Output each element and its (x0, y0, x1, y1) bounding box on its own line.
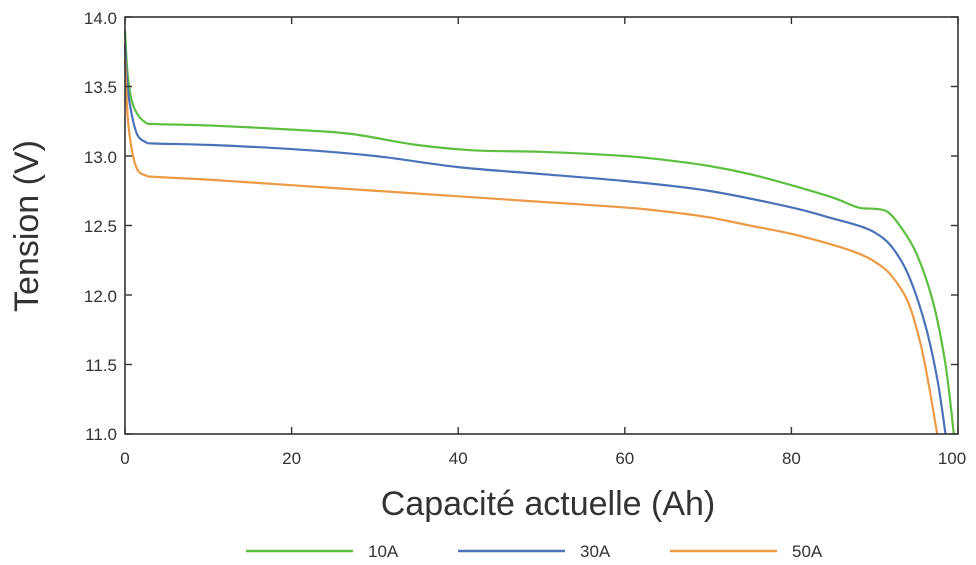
x-axis-ticks: 0 20 40 60 80 100 (120, 449, 966, 468)
x-tick-label: 20 (282, 449, 301, 468)
legend-label-10a: 10A (368, 542, 399, 561)
y-tick-label: 13.0 (84, 148, 117, 167)
x-axis-title: Capacité actuelle (Ah) (381, 485, 716, 523)
y-axis-ticks: 11.0 11.5 12.0 12.5 13.0 13.5 14.0 (84, 9, 117, 444)
y-tick-label: 11.5 (85, 356, 117, 375)
series-line-50a (123, 58, 939, 435)
y-tick-label: 11.0 (85, 425, 117, 444)
y-tick-label: 12.0 (84, 287, 117, 306)
x-tick-label: 0 (120, 449, 129, 468)
plot-frame (124, 16, 959, 435)
y-tick-label: 14.0 (84, 9, 117, 28)
legend: 10A 30A 50A (246, 542, 823, 561)
series-line-10a (123, 30, 955, 435)
series-line-30a (123, 44, 947, 435)
x-tick-label: 40 (449, 449, 468, 468)
x-tick-label: 100 (938, 449, 966, 468)
x-tick-label: 80 (782, 449, 801, 468)
x-tick-label: 60 (615, 449, 634, 468)
series-layer (123, 30, 955, 435)
axis-tick-marks (124, 16, 959, 435)
legend-label-50a: 50A (792, 542, 823, 561)
legend-label-30a: 30A (580, 542, 611, 561)
y-tick-label: 13.5 (84, 78, 117, 97)
y-tick-label: 12.5 (84, 217, 117, 236)
y-axis-title: Tension (V) (8, 140, 46, 312)
